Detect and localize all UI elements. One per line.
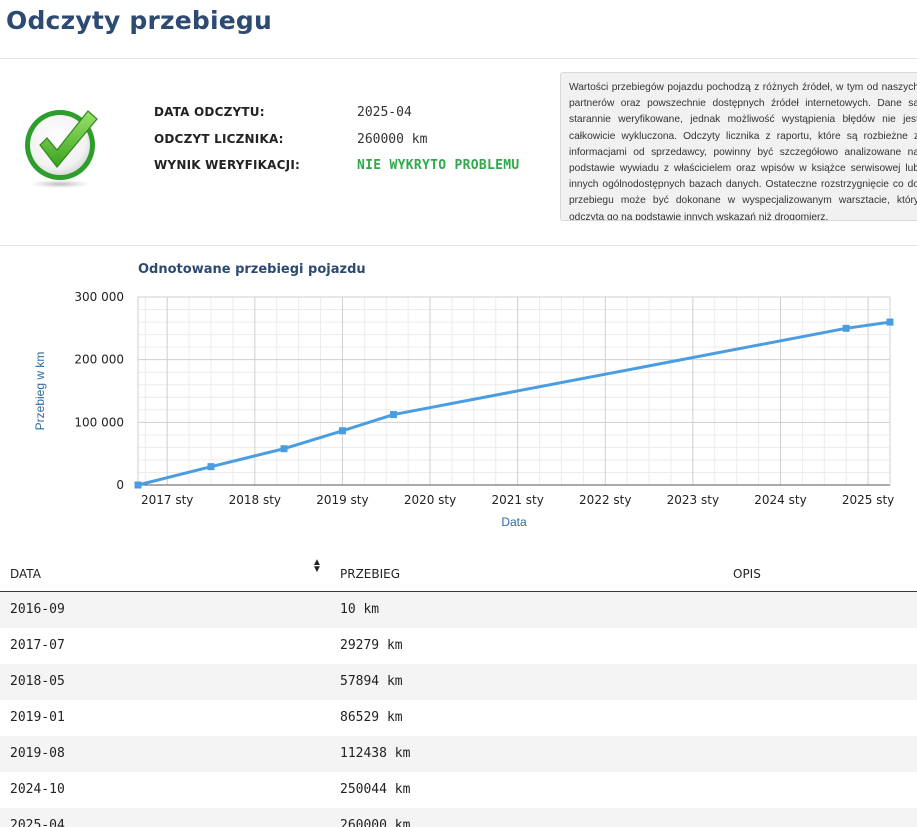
- cell-date: 2019-08: [10, 746, 65, 761]
- x-axis-label: Data: [501, 515, 527, 529]
- cell-mileage: 10 km: [340, 602, 380, 617]
- divider: [0, 245, 917, 246]
- odometer-value: 260000 km: [357, 132, 428, 147]
- cell-mileage: 250044 km: [340, 782, 411, 797]
- data-point: [280, 445, 288, 453]
- table-row: 2017-07 29279 km: [0, 628, 917, 664]
- disclaimer-text: Wartości przebiegów pojazdu pochodzą z r…: [569, 82, 917, 221]
- cell-mileage: 86529 km: [340, 710, 403, 725]
- table-row: 2018-05 57894 km: [0, 664, 917, 700]
- table-header: DATA ▲ ▼ PRZEBIEG OPIS: [0, 555, 917, 592]
- data-point: [842, 324, 850, 332]
- x-tick-label: 2021 sty: [491, 493, 543, 507]
- table-row: 2025-04 260000 km: [0, 808, 917, 827]
- column-header-description[interactable]: OPIS: [733, 567, 761, 581]
- data-point: [390, 411, 398, 419]
- cell-mileage: 260000 km: [340, 818, 411, 827]
- column-header-mileage[interactable]: PRZEBIEG: [340, 567, 401, 581]
- mileage-chart: Odnotowane przebiegi pojazdu 0 100 000 200…: [0, 252, 917, 542]
- data-point: [207, 463, 215, 471]
- y-tick-label: 0: [116, 478, 124, 492]
- x-tick-label: 2023 sty: [667, 493, 719, 507]
- x-tick-label: 2024 sty: [754, 493, 806, 507]
- table-body: 2016-09 10 km 2017-07 29279 km 2018-05 57894 …: [0, 592, 917, 827]
- verification-result: NIE WYKRYTO PROBLEMU: [357, 158, 520, 173]
- odometer-label: ODCZYT LICZNIKA:: [154, 132, 284, 146]
- y-axis-label: Przebieg w km: [33, 352, 47, 431]
- data-point: [134, 481, 142, 489]
- column-header-date[interactable]: DATA: [10, 567, 41, 581]
- cell-date: 2019-01: [10, 710, 65, 725]
- x-tick-label: 2020 sty: [404, 493, 456, 507]
- x-tick-label: 2025 sty: [842, 493, 894, 507]
- cell-date: 2018-05: [10, 674, 65, 689]
- data-point: [886, 318, 894, 326]
- data-point: [338, 427, 346, 435]
- cell-date: 2017-07: [10, 638, 65, 653]
- x-tick-label: 2017 sty: [141, 493, 193, 507]
- mileage-table: DATA ▲ ▼ PRZEBIEG OPIS 2016-09 10 km 2017-0…: [0, 555, 917, 827]
- cell-date: 2025-04: [10, 818, 65, 827]
- cell-mileage: 29279 km: [340, 638, 403, 653]
- x-tick-label: 2019 sty: [316, 493, 368, 507]
- checkmark-icon: [25, 110, 98, 188]
- table-row: 2016-09 10 km: [0, 592, 917, 628]
- table-row: 2024-10 250044 km: [0, 772, 917, 808]
- cell-date: 2016-09: [10, 602, 65, 617]
- cell-mileage: 57894 km: [340, 674, 403, 689]
- reading-date-label: DATA ODCZYTU:: [154, 105, 265, 119]
- cell-mileage: 112438 km: [340, 746, 411, 761]
- x-tick-label: 2018 sty: [229, 493, 281, 507]
- y-tick-label: 300 000: [74, 290, 124, 304]
- page-title: Odczyty przebiegu: [6, 6, 273, 35]
- series-line: [137, 320, 891, 487]
- y-tick-label: 200 000: [74, 353, 124, 367]
- sort-icon[interactable]: ▲ ▼: [312, 557, 322, 575]
- table-row: 2019-01 86529 km: [0, 700, 917, 736]
- y-tick-label: 100 000: [74, 415, 124, 429]
- disclaimer-box: Wartości przebiegów pojazdu pochodzą z r…: [560, 72, 917, 221]
- divider: [0, 58, 917, 59]
- x-tick-label: 2022 sty: [579, 493, 631, 507]
- verification-label: WYNIK WERYFIKACJI:: [154, 158, 301, 172]
- table-row: 2019-08 112438 km: [0, 736, 917, 772]
- reading-date-value: 2025-04: [357, 105, 412, 120]
- cell-date: 2024-10: [10, 782, 65, 797]
- chart-canvas: 0 100 000 200 000 300 000 2017 sty 2018 sty 20…: [33, 290, 894, 529]
- chart-title: Odnotowane przebiegi pojazdu: [138, 262, 366, 277]
